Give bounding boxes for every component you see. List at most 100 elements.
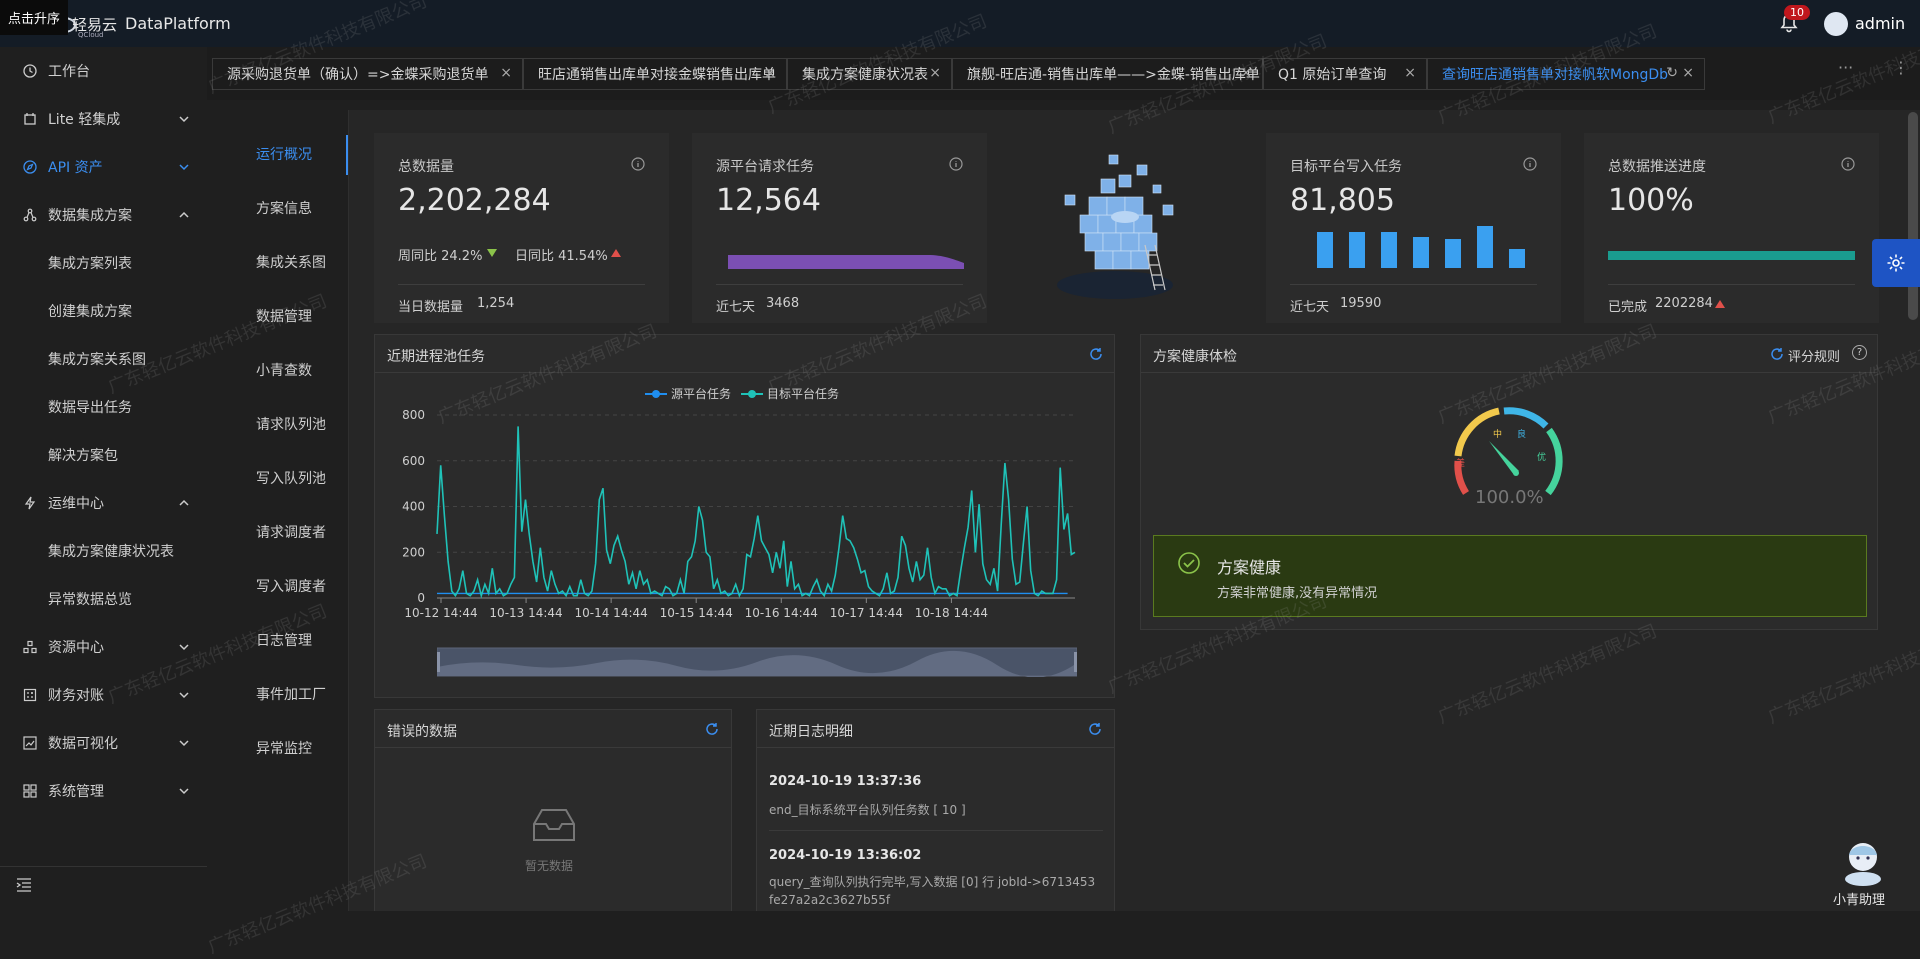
target-value: 81,805 [1290,183,1395,218]
health-gauge [1454,407,1563,496]
sidebar-item-label: 集成方案列表 [48,256,132,272]
plan-nav-event-factory[interactable]: 事件加工厂 [256,687,326,703]
card-title: 源平台请求任务 [716,159,814,175]
sidebar-item-label: Lite 轻集成 [48,112,121,128]
up-arrow-icon [1715,300,1725,308]
sidebar-item-resource-center[interactable]: 资源中心 [0,623,207,671]
status-description: 方案非常健康,没有异常情况 [1217,586,1378,601]
sidebar-item-system[interactable]: 系统管理 [0,767,207,815]
chart-icon [23,736,37,750]
sidebar-item-label: 数据集成方案 [48,208,132,224]
x-tick-label: 10-14 14:44 [575,606,648,620]
plan-nav-query[interactable]: 小青查数 [256,363,312,379]
sidebar-item-finance[interactable]: 财务对账 [0,671,207,719]
empty-inbox-icon [533,809,575,841]
chevron-down-icon [179,788,189,795]
tab-purchase-return[interactable]: 源采购退货单（确认）=>金蝶采购退货单 × [212,58,523,90]
divider [1290,284,1537,285]
close-icon[interactable]: × [1240,65,1252,81]
sidebar-item-solution-pack[interactable]: 解决方案包 [0,431,207,479]
plan-nav-exception[interactable]: 异常监控 [256,741,312,757]
sidebar-item-label: 运维中心 [48,496,104,512]
close-icon[interactable]: × [1682,65,1694,81]
slider-handle-left[interactable] [437,652,440,672]
scrollbar-thumb[interactable] [1908,112,1918,320]
sidebar-item-health-table[interactable]: 集成方案健康状况表 [0,527,207,575]
rule-link[interactable]: 评分规则 [1788,350,1841,365]
sidebar-item-export-task[interactable]: 数据导出任务 [0,383,207,431]
close-icon[interactable]: × [929,65,941,81]
settings-button[interactable] [1872,239,1920,287]
plan-nav-request-queue[interactable]: 请求队列池 [256,417,326,433]
chevron-down-icon [179,740,189,747]
x-tick-label: 10-15 14:44 [660,606,733,620]
plan-nav-request-scheduler[interactable]: 请求调度者 [256,525,326,541]
sidebar-item-visualization[interactable]: 数据可视化 [0,719,207,767]
push-progress-card: 总数据推送进度 100% 已完成 2202284 [1584,133,1879,323]
legend-label-target[interactable]: 目标平台任务 [767,387,840,401]
datazoom-slider[interactable] [437,647,1077,677]
tab-query-mongodb[interactable]: 查询旺店通销售单对接帆软MongDb ↻ × [1427,58,1705,90]
info-icon[interactable] [1841,157,1855,171]
menu-collapse-icon[interactable] [16,878,32,892]
username[interactable]: admin [1855,14,1906,33]
info-icon[interactable] [1523,157,1537,171]
gauge-zone-excellent: 优 [1537,453,1547,463]
sidebar-item-workbench[interactable]: 工作台 [0,47,207,95]
refresh-icon[interactable] [704,721,720,737]
close-icon[interactable]: × [1404,65,1416,81]
upgrade-button[interactable]: 点击升序 [0,0,69,35]
plan-nav-write-scheduler[interactable]: 写入调度者 [256,579,326,595]
refresh-icon[interactable] [1087,721,1103,737]
refresh-icon[interactable] [1769,346,1785,362]
assistant-avatar-icon[interactable] [1836,835,1890,887]
data-cubes-illustration [1057,154,1174,299]
sidebar-item-create-plan[interactable]: 创建集成方案 [0,287,207,335]
plan-nav-logs[interactable]: 日志管理 [256,633,312,649]
close-icon[interactable]: × [500,65,512,81]
tab-health-table[interactable]: 集成方案健康状况表 × [787,58,952,90]
progress-fill [1608,251,1855,260]
plan-nav-overview[interactable]: 运行概况 [256,147,312,163]
refresh-icon[interactable] [1088,346,1104,362]
sidebar-item-plan-graph[interactable]: 集成方案关系图 [0,335,207,383]
panel-header: 错误的数据 [375,710,731,748]
mini-bar [1381,232,1397,268]
reload-icon[interactable]: ↻ [1666,65,1678,81]
total-data-card: 总数据量 2,202,284 周同比 24.2% 日同比 41.54% 当日数据… [374,133,669,323]
sidebar-item-label: 解决方案包 [48,448,118,464]
x-tick-label: 10-12 14:44 [404,606,477,620]
plan-nav-info[interactable]: 方案信息 [256,201,312,217]
info-icon[interactable] [631,157,645,171]
tab-q1-order-query[interactable]: Q1 原始订单查询 × [1263,58,1427,90]
help-icon[interactable]: ? [1852,345,1867,360]
tab-label: 查询旺店通销售单对接帆软MongDb [1442,67,1669,83]
card-title: 目标平台写入任务 [1290,159,1402,175]
tab-sales-outbound[interactable]: 旺店通销售出库单对接金蝶销售出库单 × [523,58,787,90]
legend-marker-target [741,389,764,398]
logo-sub: QCloud [78,31,104,39]
assistant-label[interactable]: 小青助理 [1833,893,1886,908]
legend-label-source[interactable]: 源平台任务 [671,387,732,401]
close-icon[interactable]: × [764,65,776,81]
sidebar-item-ops-center[interactable]: 运维中心 [0,479,207,527]
plan-nav-data[interactable]: 数据管理 [256,309,312,325]
plan-nav-graph[interactable]: 集成关系图 [256,255,326,271]
tab-menu-icon[interactable]: ⋮ [1893,58,1909,77]
legend-marker-source [645,389,667,398]
info-icon[interactable] [949,157,963,171]
mini-bar [1509,249,1525,268]
sidebar-item-exception-overview[interactable]: 异常数据总览 [0,575,207,623]
recent-logs-panel: 近期日志明细 2024-10-19 13:37:36 end_目标系统平台队列任… [756,709,1115,911]
sidebar-item-lite[interactable]: Lite 轻集成 [0,95,207,143]
avatar[interactable] [1824,12,1848,36]
plan-nav-write-queue[interactable]: 写入队列池 [256,471,326,487]
panel-header: 近期进程池任务 [375,335,1114,373]
sidebar-item-integration[interactable]: 数据集成方案 [0,191,207,239]
sidebar-item-api-assets[interactable]: API 资产 [0,143,207,191]
sidebar-item-plan-list[interactable]: 集成方案列表 [0,239,207,287]
more-tabs-icon[interactable]: ··· [1838,58,1854,77]
total-value: 2,202,284 [398,183,551,218]
slider-handle-right[interactable] [1074,652,1077,672]
tab-flagship-outbound[interactable]: 旗舰-旺店通-销售出库单——>金蝶-销售出库单 × [952,58,1263,90]
